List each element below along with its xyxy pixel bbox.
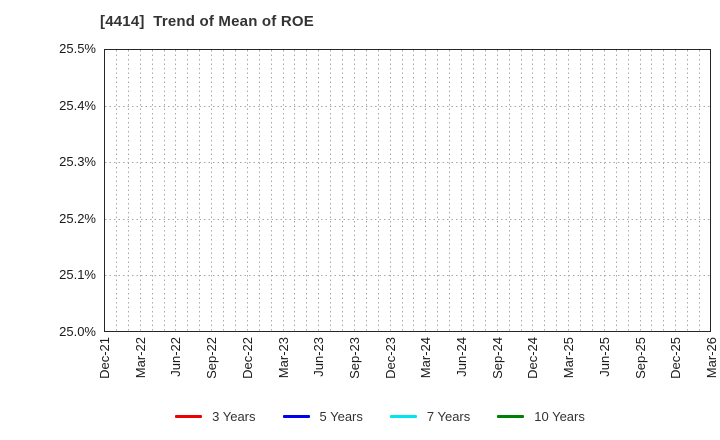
legend-label: 7 Years [426, 408, 471, 424]
x-tick-label: Jun-23 [311, 337, 327, 377]
x-tick-label: Sep-24 [489, 337, 505, 379]
x-tick-label: Sep-22 [204, 337, 220, 379]
legend-item-7-years: 7 Years [389, 408, 471, 424]
x-tick-label: Mar-26 [704, 337, 719, 379]
legend-line-swatch [282, 414, 310, 418]
legend-item-5-years: 5 Years [282, 408, 363, 424]
legend-line-swatch [497, 414, 525, 418]
x-tick-label: Sep-23 [346, 337, 362, 379]
y-tick-label: 25.0% [59, 324, 96, 339]
x-tick-label: Dec-21 [97, 337, 112, 379]
x-tick-label: Mar-24 [418, 337, 434, 379]
x-tick-label: Mar-22 [132, 337, 148, 379]
x-tick-label: Jun-25 [596, 337, 612, 377]
x-tick-label: Mar-25 [561, 337, 577, 379]
plot-border [104, 49, 711, 332]
chart-title: [4414] Trend of Mean of ROE [100, 13, 314, 30]
x-tick-label: Mar-23 [275, 337, 291, 379]
x-tick-label: Jun-22 [168, 337, 184, 377]
x-tick-label: Dec-22 [239, 337, 255, 379]
legend-line-swatch [175, 414, 203, 418]
x-tick-label: Sep-25 [632, 337, 648, 379]
x-tick-label: Dec-24 [525, 337, 541, 379]
legend-item-3-years: 3 Years [175, 408, 256, 424]
legend-label: 10 Years [534, 408, 585, 424]
plot-area [104, 49, 711, 332]
y-tick-label: 25.4% [59, 97, 96, 113]
legend: 3 Years 5 Years 7 Years 10 Years [0, 405, 720, 427]
x-tick-label: Dec-25 [668, 337, 684, 379]
y-tick-label: 25.3% [59, 154, 96, 170]
x-tick-label: Jun-24 [454, 337, 470, 377]
legend-label: 3 Years [212, 408, 256, 424]
legend-label: 5 Years [319, 408, 363, 424]
y-tick-label: 25.5% [59, 41, 96, 56]
legend-line-swatch [389, 414, 417, 418]
y-tick-label: 25.2% [59, 210, 96, 226]
y-tick-label: 25.1% [59, 267, 96, 283]
legend-item-10-years: 10 Years [497, 409, 585, 424]
x-tick-label: Dec-23 [382, 337, 398, 379]
